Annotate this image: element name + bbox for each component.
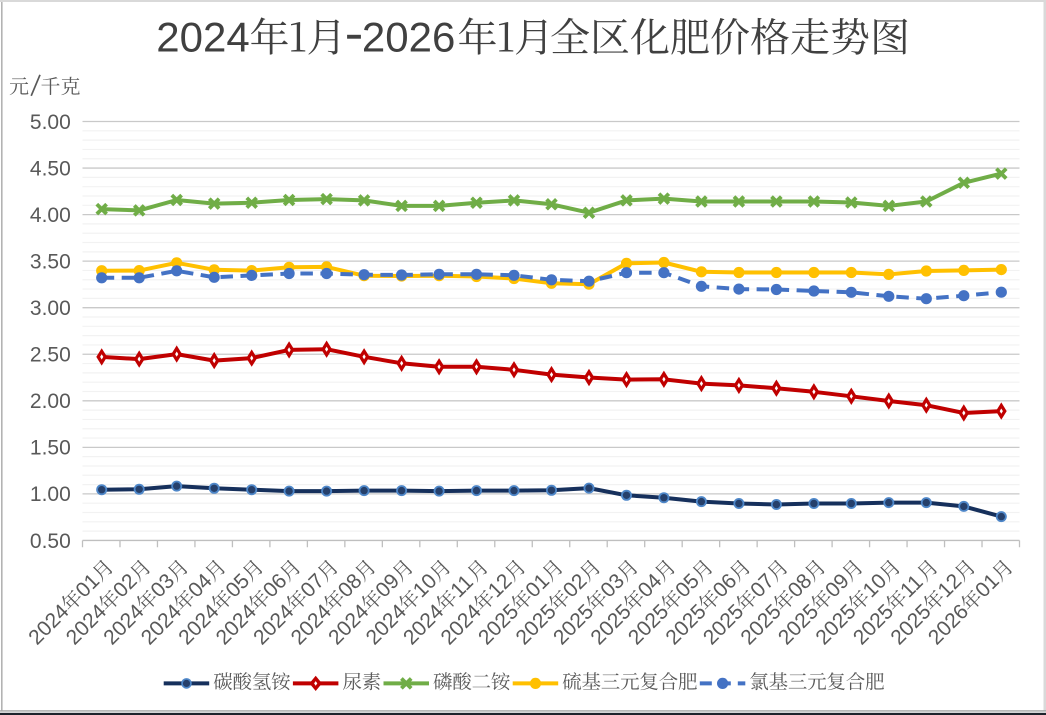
svg-text:3.50: 3.50	[30, 250, 71, 273]
svg-text:0.50: 0.50	[30, 530, 71, 553]
svg-text:1.50: 1.50	[30, 437, 71, 460]
svg-text:4.00: 4.00	[30, 204, 71, 227]
svg-text:3.00: 3.00	[30, 297, 71, 320]
svg-text:1.00: 1.00	[30, 483, 71, 506]
svg-text:2026: 2026	[362, 14, 455, 61]
svg-text:4.50: 4.50	[30, 157, 71, 180]
svg-text:2.50: 2.50	[30, 344, 71, 367]
svg-text:2.00: 2.00	[30, 390, 71, 413]
svg-text:5.00: 5.00	[30, 111, 71, 134]
svg-text:2024: 2024	[156, 14, 249, 61]
